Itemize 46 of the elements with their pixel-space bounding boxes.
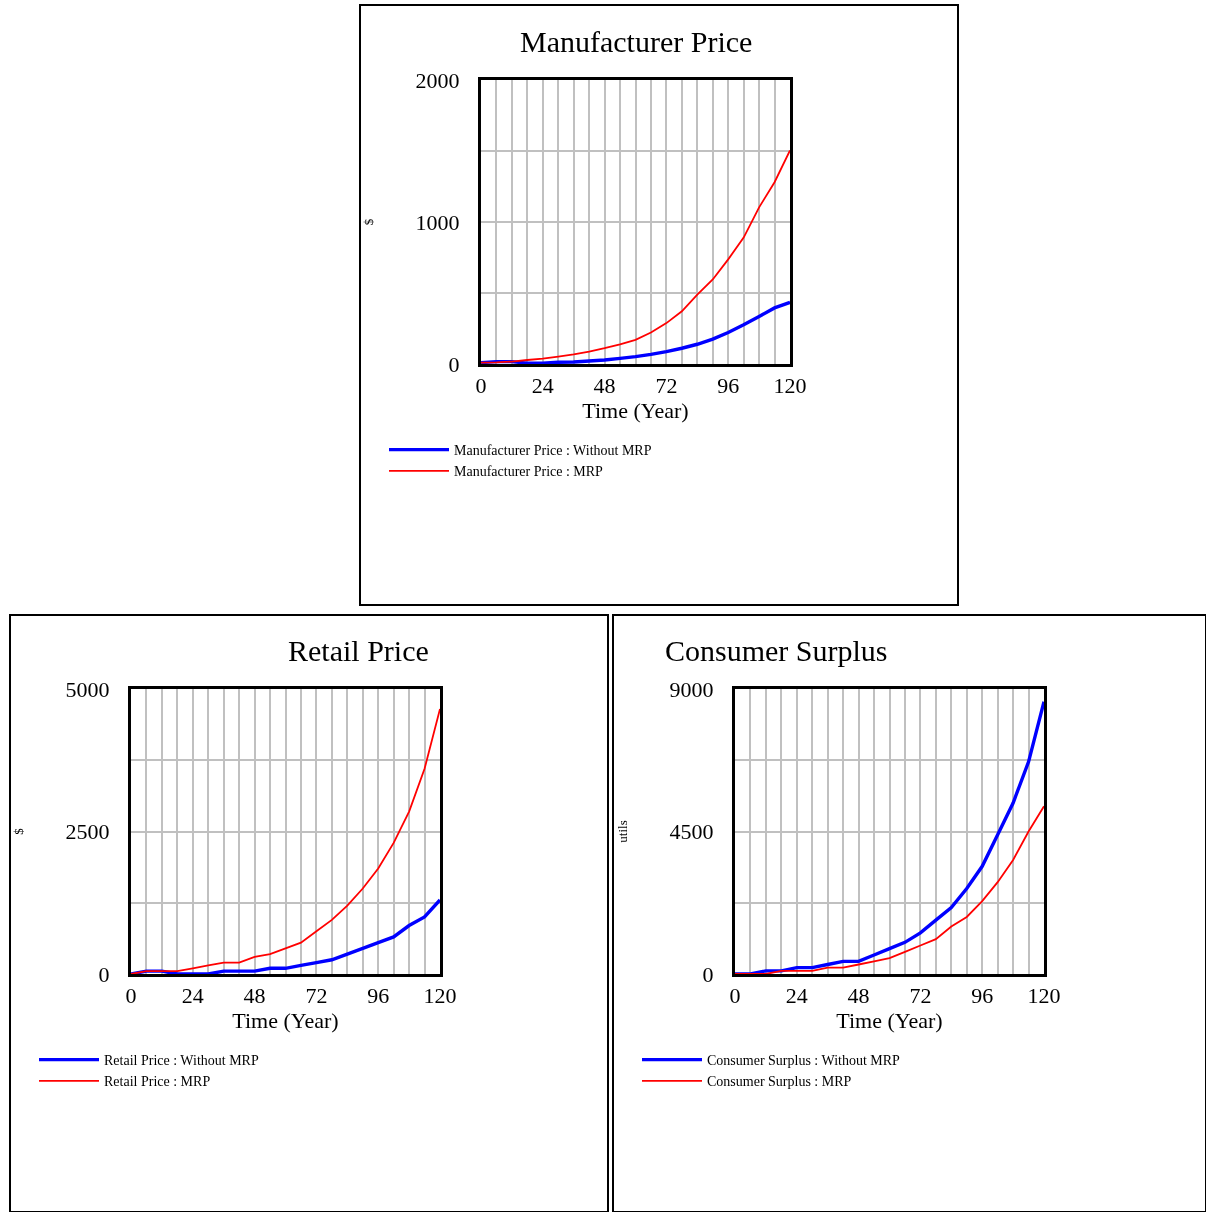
x-tick-label: 24: [181, 983, 204, 1009]
x-tick-label: 24: [785, 983, 808, 1009]
chart-title: Retail Price: [288, 634, 429, 667]
y-tick-label: 1000: [415, 209, 460, 235]
x-axis-title: Time (Year): [232, 1008, 339, 1034]
x-tick-label: 48: [593, 373, 616, 399]
x-tick-label: 48: [847, 983, 870, 1009]
legend-label: Manufacturer Price : MRP: [454, 464, 604, 480]
y-tick-label: 5000: [65, 676, 110, 702]
x-tick-label: 120: [1027, 983, 1061, 1009]
x-tick-label: 0: [125, 983, 137, 1009]
legend-label: Consumer Surplus : MRP: [707, 1074, 852, 1090]
chart-title: Manufacturer Price: [520, 25, 753, 58]
y-axis-title: $: [360, 218, 376, 226]
y-tick-label: 2500: [65, 819, 110, 845]
x-tick-label: 0: [475, 373, 487, 399]
x-tick-label: 120: [773, 373, 807, 399]
x-tick-label: 72: [655, 373, 678, 399]
y-tick-label: 0: [448, 351, 460, 377]
y-tick-label: 0: [702, 961, 714, 987]
legend-label: Retail Price : MRP: [104, 1074, 211, 1090]
x-tick-label: 24: [531, 373, 554, 399]
y-tick-label: 4500: [669, 819, 714, 845]
chart-title: Consumer Surplus: [665, 634, 888, 667]
x-tick-label: 96: [367, 983, 390, 1009]
x-axis-title: Time (Year): [582, 398, 689, 424]
line-series: [735, 805, 1044, 974]
x-tick-label: 72: [305, 983, 328, 1009]
line-series: [481, 149, 790, 364]
y-tick-label: 0: [98, 961, 110, 987]
y-axis-title: $: [10, 827, 26, 835]
legend-label: Consumer Surplus : Without MRP: [707, 1053, 901, 1069]
x-tick-label: 72: [909, 983, 932, 1009]
x-tick-label: 96: [971, 983, 994, 1009]
x-tick-label: 0: [729, 983, 741, 1009]
x-tick-label: 48: [243, 983, 266, 1009]
y-axis-title: utils: [614, 820, 630, 843]
y-tick-label: 2000: [415, 67, 460, 93]
y-tick-label: 9000: [669, 676, 714, 702]
legend-label: Manufacturer Price : Without MRP: [454, 443, 652, 459]
x-tick-label: 96: [717, 373, 740, 399]
line-series: [735, 699, 1044, 974]
legend-label: Retail Price : Without MRP: [104, 1053, 259, 1069]
x-axis-title: Time (Year): [836, 1008, 943, 1034]
line-series: [131, 708, 440, 974]
x-tick-label: 120: [423, 983, 457, 1009]
